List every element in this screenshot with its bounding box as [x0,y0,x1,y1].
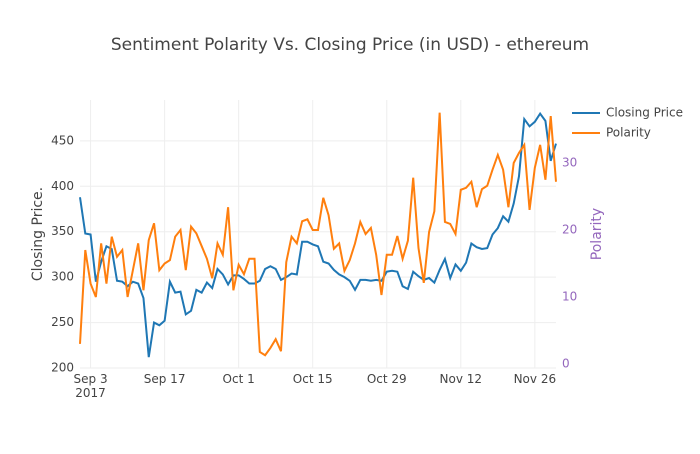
x-tick-label: Oct 1 [222,372,255,386]
x-tick-label-box: Oct 1 [222,372,255,386]
x-tick-label: Oct 29 [366,372,407,386]
x-tick-label-box: Sep 17 [143,372,186,386]
x-tick-label: Nov 12 [439,372,483,386]
y-tick-label: 400 [51,179,74,193]
x-tick-label: Sep 17 [143,372,186,386]
y-tick-label: 350 [51,224,74,238]
series-line [79,111,557,358]
x-tick-label-box: Sep 3 2017 [73,372,108,400]
y2-tick-label: 20 [562,222,577,236]
y-axis-title: Closing Price. [30,187,46,281]
chart-title: Sentiment Polarity Vs. Closing Price (in… [111,35,589,55]
x-tick-label: Nov 26 [513,372,557,386]
y2-axis-title: Polarity [589,208,605,260]
x-tick-label-box: Oct 15 [292,372,333,386]
y2-tick-label: 0 [562,356,570,370]
x-tick-label-box: Nov 26 [513,372,557,386]
y2-tick-label: 30 [562,155,577,169]
y-tick-label: 450 [51,133,74,147]
x-tick-label-box: Nov 12 [439,372,483,386]
legend-label: Polarity [606,126,651,140]
y-tick-label: 250 [51,315,74,329]
y-tick-label: 200 [51,361,74,375]
y2-tick-label: 10 [562,289,577,303]
legend-label: Closing Price [606,106,683,120]
series-line [79,112,557,357]
y-tick-label: 300 [51,270,74,284]
x-tick-label-box: Oct 29 [366,372,407,386]
x-tick-label: Sep 3 2017 [73,372,108,400]
x-tick-label: Oct 15 [292,372,333,386]
